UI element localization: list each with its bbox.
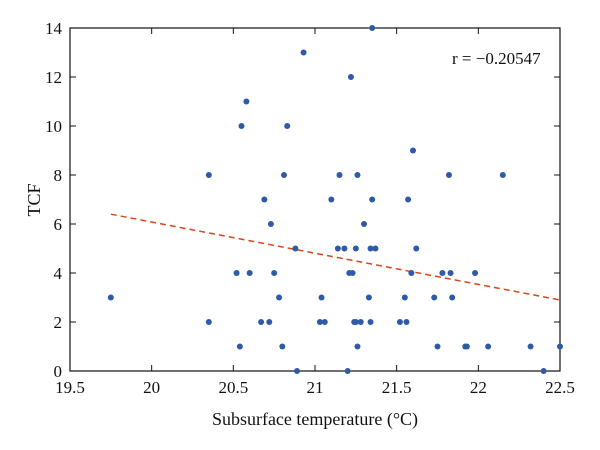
data-point (246, 270, 253, 276)
y-axis-title: TCF (24, 183, 44, 216)
data-point (279, 343, 286, 350)
data-point (205, 172, 212, 178)
data-point (485, 343, 492, 350)
y-tick-label: 4 (54, 264, 63, 283)
x-tick-label: 20.5 (218, 378, 248, 397)
data-point (261, 196, 268, 203)
data-point (401, 294, 408, 301)
data-point (280, 172, 287, 178)
trend-line (110, 213, 561, 301)
x-tick-label: 22.5 (545, 378, 575, 397)
data-point (334, 245, 341, 252)
y-tick-label: 2 (54, 313, 63, 332)
data-point (367, 319, 374, 325)
data-point (266, 319, 273, 325)
data-point (369, 196, 376, 203)
data-point (540, 368, 547, 374)
data-point (205, 319, 212, 325)
y-tick-label: 10 (45, 117, 62, 136)
data-point (445, 172, 452, 178)
y-tick-label: 0 (54, 362, 63, 381)
data-point (557, 343, 563, 350)
data-point (365, 294, 372, 301)
data-point (321, 319, 328, 325)
data-point (258, 319, 265, 325)
data-point (328, 196, 335, 203)
data-point (369, 25, 376, 31)
data-point (107, 294, 114, 301)
data-point (357, 319, 364, 325)
data-point (403, 319, 410, 325)
data-point (344, 368, 351, 374)
x-tick-label: 21 (307, 378, 324, 397)
data-point (447, 270, 454, 276)
data-point (408, 270, 415, 276)
data-point (316, 319, 323, 325)
data-point (243, 98, 250, 105)
data-point (352, 319, 359, 325)
x-tick-label: 21.5 (382, 378, 412, 397)
data-point (233, 270, 240, 276)
x-tick-label: 22 (470, 378, 487, 397)
data-point (527, 343, 534, 350)
data-point (276, 294, 283, 301)
data-point (361, 221, 367, 227)
data-point (472, 270, 479, 276)
data-point (439, 270, 446, 276)
data-point (354, 343, 361, 350)
data-point (449, 294, 456, 301)
data-point (284, 123, 291, 129)
data-point (354, 172, 361, 178)
x-axis-title: Subsurface temperature (°C) (212, 409, 418, 430)
y-tick-label: 14 (45, 19, 63, 38)
data-point (271, 270, 278, 276)
data-point (267, 221, 274, 227)
data-point (352, 245, 359, 252)
data-point (405, 196, 412, 203)
data-point (413, 245, 420, 252)
data-point (396, 319, 403, 325)
x-tick-label: 20 (143, 378, 160, 397)
data-point (341, 245, 348, 252)
data-point (318, 294, 325, 301)
data-point (294, 368, 301, 374)
plot-frame (69, 27, 561, 372)
data-point (300, 49, 307, 56)
y-tick-label: 6 (54, 215, 63, 234)
data-point (499, 172, 506, 178)
data-point (336, 172, 343, 178)
data-point (292, 245, 299, 252)
x-axis: 19.5 20 20.5 21 21.5 22 22.5 (55, 28, 575, 397)
data-point (463, 343, 470, 350)
correlation-annotation: r = −0.20547 (452, 49, 541, 68)
data-point (372, 245, 379, 252)
data-points (107, 25, 563, 374)
data-point (367, 245, 374, 252)
plot-area (69, 27, 561, 372)
data-point (434, 343, 441, 350)
data-point (238, 123, 245, 129)
y-axis: 0 2 4 6 8 10 12 14 (45, 19, 560, 381)
data-point (349, 270, 356, 276)
y-tick-label: 12 (45, 68, 62, 87)
data-point (410, 147, 416, 154)
x-tick-label: 19.5 (55, 378, 85, 397)
data-point (431, 294, 438, 301)
data-point (236, 343, 243, 350)
y-tick-label: 8 (54, 166, 63, 185)
data-point (347, 74, 354, 80)
